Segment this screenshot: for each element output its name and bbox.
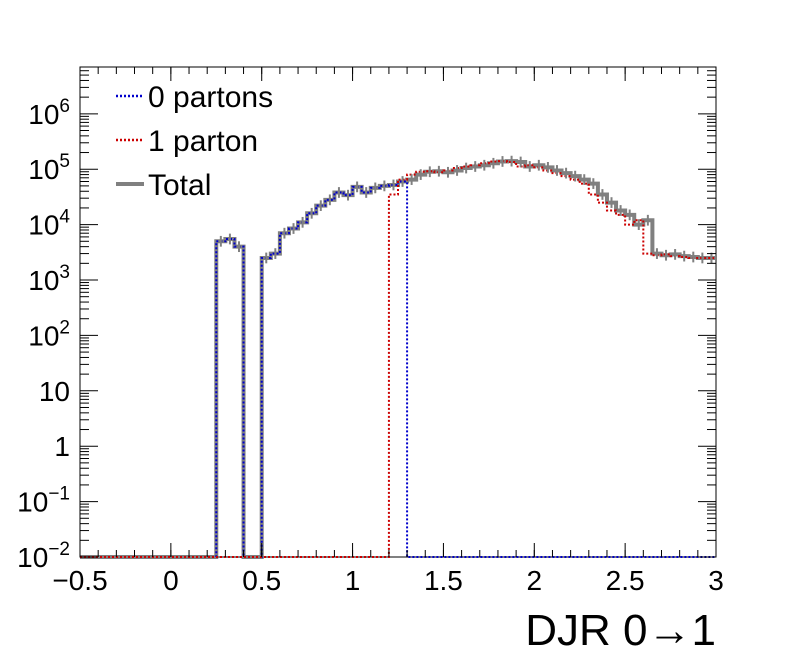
series-layer — [80, 155, 716, 559]
legend-label-0-partons: 0 partons — [148, 81, 273, 114]
legend: 0 partons 1 parton Total — [116, 81, 273, 202]
x-tick-label: 2.5 — [606, 565, 645, 596]
series-line-total — [80, 159, 716, 559]
y-tick-label: 10−2 — [17, 539, 70, 573]
x-axis-label: DJR 0→1 — [525, 606, 716, 655]
x-tick-label: −0.5 — [52, 565, 107, 596]
legend-label-1-parton: 1 parton — [148, 125, 258, 158]
x-tick-label: 1 — [345, 565, 361, 596]
y-tick-label: 10−1 — [17, 484, 70, 518]
y-tick-label: 103 — [28, 262, 70, 296]
y-tick-label: 10 — [39, 376, 70, 407]
y-tick-label: 106 — [28, 96, 70, 130]
x-tick-label: 1.5 — [424, 565, 463, 596]
y-tick-label: 1 — [54, 431, 70, 462]
x-tick-label: 0.5 — [242, 565, 281, 596]
plot-frame — [79, 66, 717, 558]
series-line-1-parton — [80, 160, 716, 558]
x-tick-label: 2 — [526, 565, 542, 596]
x-tick-label: 0 — [163, 565, 179, 596]
series-line-0-partons — [80, 180, 716, 558]
legend-label-total: Total — [148, 169, 211, 202]
y-tick-label: 104 — [28, 207, 70, 241]
y-tick-label: 102 — [28, 317, 70, 351]
axis-layer: −0.5 0 0.5 1 1.5 2 2.5 3 10−2 10−1 1 10 102 103 104 105… — [17, 66, 724, 596]
x-tick-label: 3 — [708, 565, 724, 596]
y-tick-label: 105 — [28, 151, 70, 185]
